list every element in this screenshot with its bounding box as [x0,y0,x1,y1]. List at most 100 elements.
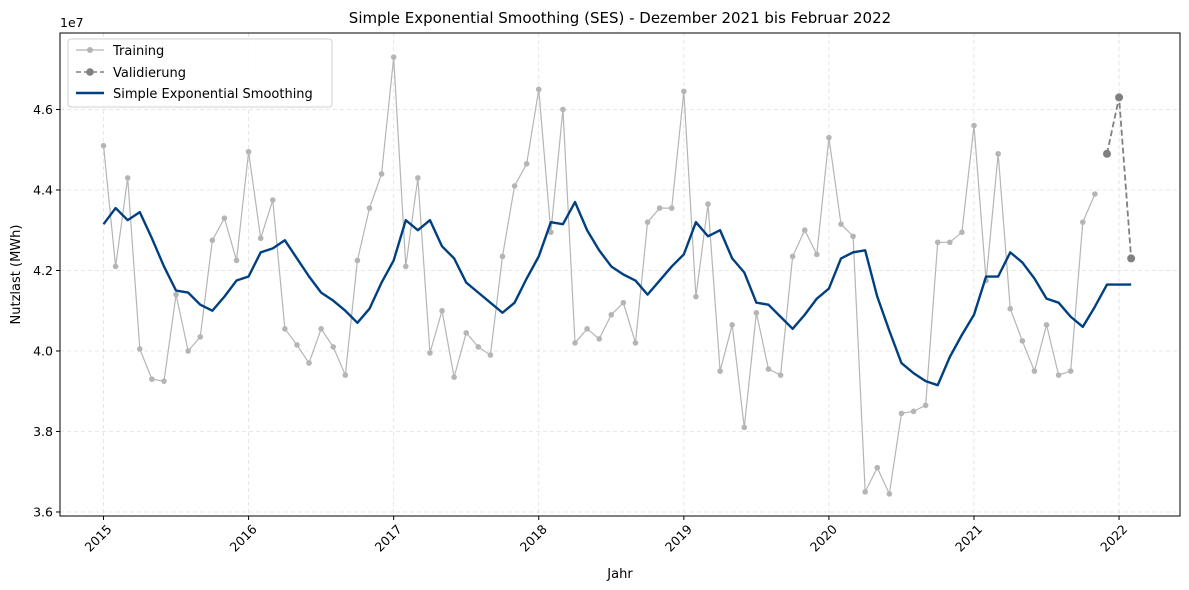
y-tick-label: 3.6 [33,504,53,519]
training-point [572,340,578,346]
training-point [608,311,615,318]
training-point [729,322,735,328]
training-point [124,175,131,181]
chart-title: Simple Exponential Smoothing (SES) - Dez… [349,9,891,27]
y-tick-label: 4.4 [33,182,53,197]
training-point [294,342,300,348]
training-point [197,334,204,340]
y-tick-label: 3.8 [33,424,53,439]
training-point [136,346,143,352]
training-point [366,205,373,211]
legend: Training Validierung Simple Exponential … [67,38,333,108]
training-point [826,134,832,141]
training-point [789,253,796,260]
x-tick-label: 2015 [82,522,115,555]
training-point [427,350,433,356]
training-point [934,239,941,246]
training-point [717,368,723,374]
legend-label-validierung: Validierung [113,66,186,81]
training-point [741,424,748,431]
training-point [451,374,457,380]
training-point [245,148,252,155]
training-point [656,205,663,211]
x-tick-label: 2021 [952,522,985,555]
training-point [1092,191,1098,197]
training-point [463,330,470,336]
training-point [269,197,276,203]
training-point [173,291,179,298]
y-tick-label: 4.6 [33,102,53,117]
training-point [898,410,905,417]
training-point [1079,219,1086,225]
y-axis-title: Nutzlast (MWh) [9,225,24,325]
training-point [439,307,445,314]
training-point [838,221,844,227]
training-point [560,106,566,113]
training-point [620,299,627,306]
training-point [475,344,482,350]
training-point [753,309,760,316]
training-point [959,229,965,236]
training-point [1007,305,1014,312]
training-point [693,293,699,300]
x-axis-title: Jahr [606,567,633,582]
training-point [910,408,917,415]
legend-marker-training [87,47,93,53]
legend-box [67,38,333,108]
x-tick-label: 2016 [227,521,260,554]
training-point [850,233,856,240]
x-tick-label: 2022 [1097,522,1130,555]
training-point [814,251,820,258]
legend-label-ses: Simple Exponential Smoothing [113,87,313,102]
training-point [668,205,675,211]
training-point [330,344,337,350]
training-point [705,201,711,207]
training-point [511,183,518,189]
training-point [354,257,361,264]
training-point [221,215,228,221]
training-point [765,366,772,372]
validation-point [1127,254,1136,263]
training-point [306,360,312,366]
x-tick-label: 2018 [517,521,550,554]
training-point [874,464,881,471]
training-point [995,150,1001,157]
training-point [632,340,639,346]
x-tick-label: 2019 [662,521,695,554]
training-point [149,376,155,382]
training-point [402,263,409,270]
training-point [378,171,385,177]
training-point [971,122,977,129]
y-tick-label: 4.2 [33,263,53,278]
training-point [1067,368,1074,374]
training-point [415,175,421,181]
training-point [282,326,288,332]
training-point [596,336,603,342]
training-point [257,235,264,242]
validation-point [1102,149,1111,158]
grid-lines [60,33,1180,516]
training-point [535,86,542,93]
training-point [1031,368,1038,374]
training-point [487,352,494,358]
training-point [185,348,191,354]
series-layer [100,54,1136,497]
training-point [342,372,349,378]
training-point [862,489,868,495]
legend-item-ses: Simple Exponential Smoothing [76,87,313,102]
training-point [681,88,687,95]
legend-item-training: Training [76,44,164,59]
training-point [644,219,651,225]
training-point [233,257,240,264]
training-point [209,237,216,244]
legend-label-training: Training [112,44,164,59]
training-point [548,229,554,236]
ses-line [102,200,1132,387]
training-point [1055,372,1062,378]
legend-item-validierung: Validierung [76,66,186,81]
training-line [102,57,1096,496]
training-point [584,326,590,332]
validation-point [1115,93,1124,102]
training-point [886,491,893,497]
